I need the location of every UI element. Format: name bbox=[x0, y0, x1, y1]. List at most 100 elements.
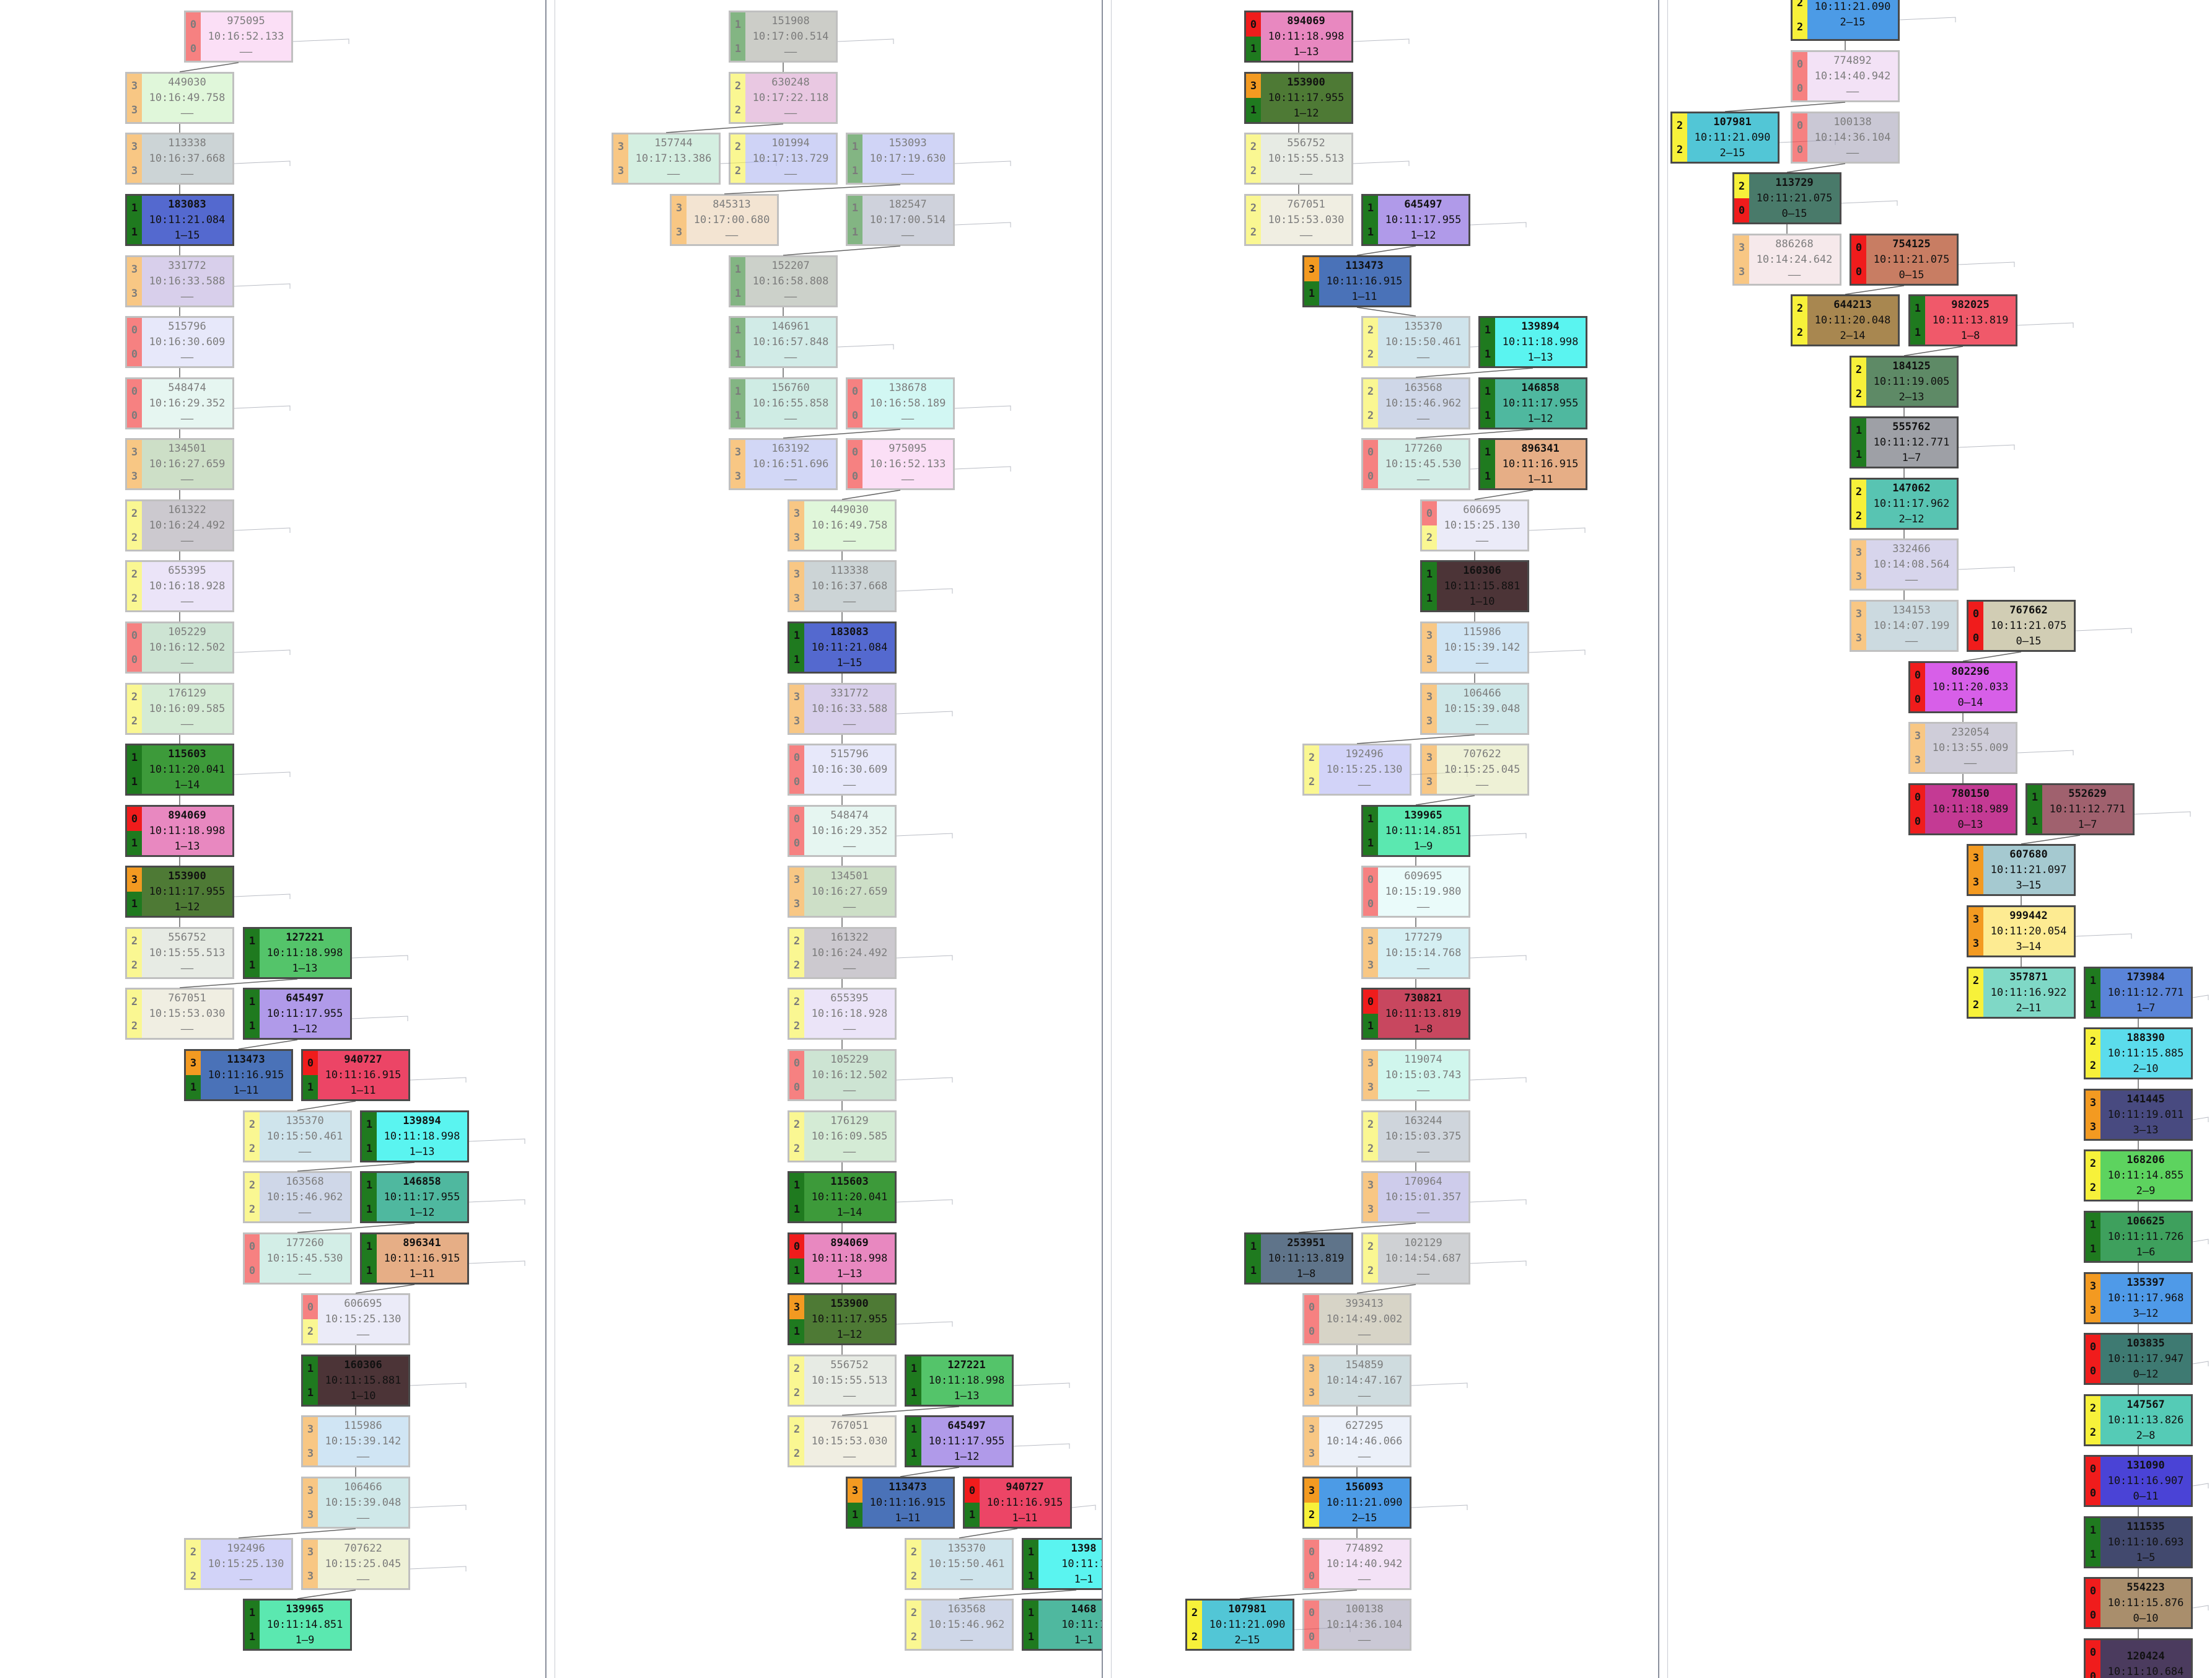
graph-node[interactable]: 1 1 982025 10:11:13.819 1–8 bbox=[1908, 294, 2017, 346]
graph-node[interactable]: 0 0 754125 10:11:21.075 0–15 bbox=[1850, 234, 1959, 286]
graph-node[interactable]: 0 0 105229 10:16:12.502 —— bbox=[788, 1049, 897, 1101]
graph-node[interactable]: 0 1 894069 10:11:18.998 1–13 bbox=[125, 805, 234, 857]
graph-node[interactable]: 1 1 160306 10:11:15.881 1–10 bbox=[1420, 560, 1529, 612]
graph-node[interactable]: 3 3 113338 10:16:37.668 —— bbox=[788, 560, 897, 612]
graph-node[interactable]: 2 2 184125 10:11:19.005 2–13 bbox=[1850, 356, 1959, 408]
graph-node[interactable]: 2 2 161322 10:16:24.492 —— bbox=[125, 499, 234, 551]
graph-node[interactable]: 2 2 767051 10:15:53.030 —— bbox=[1244, 194, 1353, 246]
graph-node[interactable]: 1 1 645497 10:11:17.955 1–12 bbox=[905, 1415, 1014, 1467]
graph-node[interactable]: 0 0 554223 10:11:15.876 0–10 bbox=[2084, 1577, 2193, 1629]
graph-node[interactable]: 0 1 940727 10:11:16.915 1–11 bbox=[301, 1049, 410, 1101]
graph-node[interactable]: 1 1 127221 10:11:18.998 1–13 bbox=[905, 1355, 1014, 1407]
graph-node[interactable]: 2 2 655395 10:16:18.928 —— bbox=[125, 560, 234, 612]
graph-node[interactable]: 0 1 940727 10:11:16.915 1–11 bbox=[963, 1477, 1072, 1529]
graph-node[interactable]: 1 1 552629 10:11:12.771 1–7 bbox=[2025, 783, 2135, 835]
graph-node[interactable]: 0 0 774892 10:14:40.942 —— bbox=[1791, 50, 1900, 102]
graph-node[interactable]: 2 2 135370 10:15:50.461 —— bbox=[1361, 316, 1470, 368]
graph-node[interactable]: 1 1 139965 10:11:14.851 1–9 bbox=[1361, 805, 1470, 857]
graph-node[interactable]: 1 1 183083 10:11:21.084 1–15 bbox=[125, 194, 234, 246]
graph-node[interactable]: 0 0 780150 10:11:18.989 0–13 bbox=[1908, 783, 2017, 835]
graph-node[interactable]: 3 3 886268 10:14:24.642 —— bbox=[1732, 234, 1841, 286]
graph-node[interactable]: 3 3 106466 10:15:39.048 —— bbox=[301, 1477, 410, 1529]
graph-node[interactable]: 3 1 153900 10:11:17.955 1–12 bbox=[1244, 72, 1353, 124]
graph-node[interactable]: 2 2 767051 10:15:53.030 —— bbox=[125, 988, 234, 1040]
graph-node[interactable]: 1 1 115603 10:11:20.041 1–14 bbox=[125, 744, 234, 796]
graph-node[interactable]: 0 0 177260 10:15:45.530 —— bbox=[243, 1232, 352, 1285]
graph-node[interactable]: 1 1 146858 10:11:17.955 1–12 bbox=[360, 1171, 469, 1223]
graph-node[interactable]: 2 2 147062 10:11:17.962 2–12 bbox=[1850, 478, 1959, 530]
graph-node[interactable]: 2 2 176129 10:16:09.585 —— bbox=[125, 683, 234, 735]
graph-node[interactable]: 1 1 183083 10:11:21.084 1–15 bbox=[788, 622, 897, 674]
graph-node[interactable]: 1 1 156760 10:16:55.858 —— bbox=[729, 377, 838, 429]
graph-node[interactable]: 1 1 139894 10:11:18.998 1–13 bbox=[1478, 316, 1587, 368]
graph-node[interactable]: 0 0 177260 10:15:45.530 —— bbox=[1361, 438, 1470, 490]
graph-node[interactable]: 1 1 253951 10:11:13.819 1–8 bbox=[1244, 1232, 1353, 1285]
graph-node[interactable]: 3 1 153900 10:11:17.955 1–12 bbox=[788, 1293, 897, 1345]
graph-node[interactable]: 1 1 111535 10:11:10.693 1–5 bbox=[2084, 1516, 2193, 1568]
graph-node[interactable]: 2 2 102129 10:14:54.687 —— bbox=[1361, 1232, 1470, 1285]
graph-node[interactable]: 0 0 975095 10:16:52.133 —— bbox=[846, 438, 955, 490]
graph-node[interactable]: 3 3 332466 10:14:08.564 —— bbox=[1850, 538, 1959, 591]
graph-node[interactable]: 0 0 120424 10:11:10.684 bbox=[2084, 1638, 2193, 1678]
graph-node[interactable]: 3 3 177279 10:15:14.768 —— bbox=[1361, 927, 1470, 979]
graph-node[interactable]: 3 3 331772 10:16:33.588 —— bbox=[125, 255, 234, 307]
graph-node[interactable]: 1 1 173984 10:11:12.771 1–7 bbox=[2084, 967, 2193, 1019]
graph-node[interactable]: 1 1 896341 10:11:16.915 1–11 bbox=[360, 1232, 469, 1285]
graph-node[interactable]: 0 0 515796 10:16:30.609 —— bbox=[788, 744, 897, 796]
graph-node[interactable]: 0 0 548474 10:16:29.352 —— bbox=[125, 377, 234, 429]
graph-node[interactable]: 3 3 707622 10:15:25.045 —— bbox=[1420, 744, 1529, 796]
graph-node[interactable]: 0 0 103835 10:11:17.947 0–12 bbox=[2084, 1333, 2193, 1385]
graph-node[interactable]: 1 1 153093 10:17:19.630 —— bbox=[846, 133, 955, 185]
graph-node[interactable]: 3 3 134501 10:16:27.659 —— bbox=[125, 438, 234, 490]
graph-node[interactable]: 1 1 1398 10:11:1 1–1 bbox=[1022, 1538, 1102, 1590]
graph-node[interactable]: 1 1 152207 10:16:58.808 —— bbox=[729, 255, 838, 307]
graph-node[interactable]: 2 2 630248 10:17:22.118 —— bbox=[729, 72, 838, 124]
graph-node[interactable]: 1 1 896341 10:11:16.915 1–11 bbox=[1478, 438, 1587, 490]
graph-node[interactable]: 2 2 767051 10:15:53.030 —— bbox=[788, 1415, 897, 1467]
graph-node[interactable]: 0 0 548474 10:16:29.352 —— bbox=[788, 805, 897, 857]
graph-node[interactable]: 2 2 556752 10:15:55.513 —— bbox=[1244, 133, 1353, 185]
graph-node[interactable]: 2 2 163244 10:15:03.375 —— bbox=[1361, 1110, 1470, 1162]
graph-node[interactable]: 2 2 556752 10:15:55.513 —— bbox=[788, 1355, 897, 1407]
graph-node[interactable]: 3 3 449030 10:16:49.758 —— bbox=[788, 499, 897, 551]
graph-node[interactable]: 1 1 645497 10:11:17.955 1–12 bbox=[243, 988, 352, 1040]
graph-node[interactable]: 0 0 105229 10:16:12.502 —— bbox=[125, 622, 234, 674]
graph-node[interactable]: 3 1 113473 10:11:16.915 1–11 bbox=[846, 1477, 955, 1529]
graph-node[interactable]: 1 1 146961 10:16:57.848 —— bbox=[729, 316, 838, 368]
graph-node[interactable]: 2 2 107981 10:11:21.090 2–15 bbox=[1185, 1599, 1294, 1651]
graph-node[interactable]: 0 1 730821 10:11:13.819 1–8 bbox=[1361, 988, 1470, 1040]
graph-node[interactable]: 2 2 357871 10:11:16.922 2–11 bbox=[1967, 967, 2076, 1019]
graph-node[interactable]: 0 2 606695 10:15:25.130 —— bbox=[1420, 499, 1529, 551]
graph-node[interactable]: 2 2 101994 10:17:13.729 —— bbox=[729, 133, 838, 185]
graph-node[interactable]: 2 2 161322 10:16:24.492 —— bbox=[788, 927, 897, 979]
graph-node[interactable]: 2 2 163568 10:15:46.962 —— bbox=[905, 1599, 1014, 1651]
graph-node[interactable]: 2 2 163568 10:15:46.962 —— bbox=[1361, 377, 1470, 429]
graph-node[interactable]: 3 2 156093 10:11:21.090 2–15 bbox=[1302, 1477, 1411, 1529]
graph-node[interactable]: 3 3 449030 10:16:49.758 —— bbox=[125, 72, 234, 124]
graph-node[interactable]: 2 2 655395 10:16:18.928 —— bbox=[788, 988, 897, 1040]
graph-node[interactable]: 1 1 139965 10:11:14.851 1–9 bbox=[243, 1599, 352, 1651]
graph-node[interactable]: 2 2 176129 10:16:09.585 —— bbox=[788, 1110, 897, 1162]
graph-node[interactable]: 0 0 802296 10:11:20.033 0–14 bbox=[1908, 661, 2017, 713]
graph-node[interactable]: 3 3 707622 10:15:25.045 —— bbox=[301, 1538, 410, 1590]
graph-node[interactable]: 2 2 147567 10:11:13.826 2–8 bbox=[2084, 1394, 2193, 1446]
graph-node[interactable]: 3 3 134501 10:16:27.659 —— bbox=[788, 866, 897, 918]
graph-node[interactable]: 3 3 106466 10:15:39.048 —— bbox=[1420, 683, 1529, 735]
graph-node[interactable]: 0 0 975095 10:16:52.133 —— bbox=[184, 11, 293, 63]
graph-node[interactable]: 3 3 163192 10:16:51.696 —— bbox=[729, 438, 838, 490]
graph-node[interactable]: 3 1 113473 10:11:16.915 1–11 bbox=[1302, 255, 1411, 307]
graph-node[interactable]: 3 3 113338 10:16:37.668 —— bbox=[125, 133, 234, 185]
graph-node[interactable]: 3 3 154859 10:14:47.167 —— bbox=[1302, 1355, 1411, 1407]
graph-node[interactable]: 3 3 999442 10:11:20.054 3–14 bbox=[1967, 905, 2076, 957]
graph-node[interactable]: 0 1 894069 10:11:18.998 1–13 bbox=[788, 1232, 897, 1285]
graph-node[interactable]: 1 1 555762 10:11:12.771 1–7 bbox=[1850, 416, 1959, 468]
graph-node[interactable]: 2 2 644213 10:11:20.048 2–14 bbox=[1791, 294, 1900, 346]
graph-node[interactable]: 2 2 556752 10:15:55.513 —— bbox=[125, 927, 234, 979]
graph-node[interactable]: 3 3 232054 10:13:55.009 —— bbox=[1908, 722, 2017, 774]
graph-node[interactable]: 3 3 627295 10:14:46.066 —— bbox=[1302, 1415, 1411, 1467]
graph-node[interactable]: 3 3 141445 10:11:19.011 3–13 bbox=[2084, 1089, 2193, 1141]
graph-node[interactable]: 2 2 10:11:21.090 2–15 bbox=[1791, 0, 1900, 41]
graph-node[interactable]: 0 1 894069 10:11:18.998 1–13 bbox=[1244, 11, 1353, 63]
graph-node[interactable]: 1 1 160306 10:11:15.881 1–10 bbox=[301, 1355, 410, 1407]
graph-node[interactable]: 3 3 170964 10:15:01.357 —— bbox=[1361, 1171, 1470, 1223]
